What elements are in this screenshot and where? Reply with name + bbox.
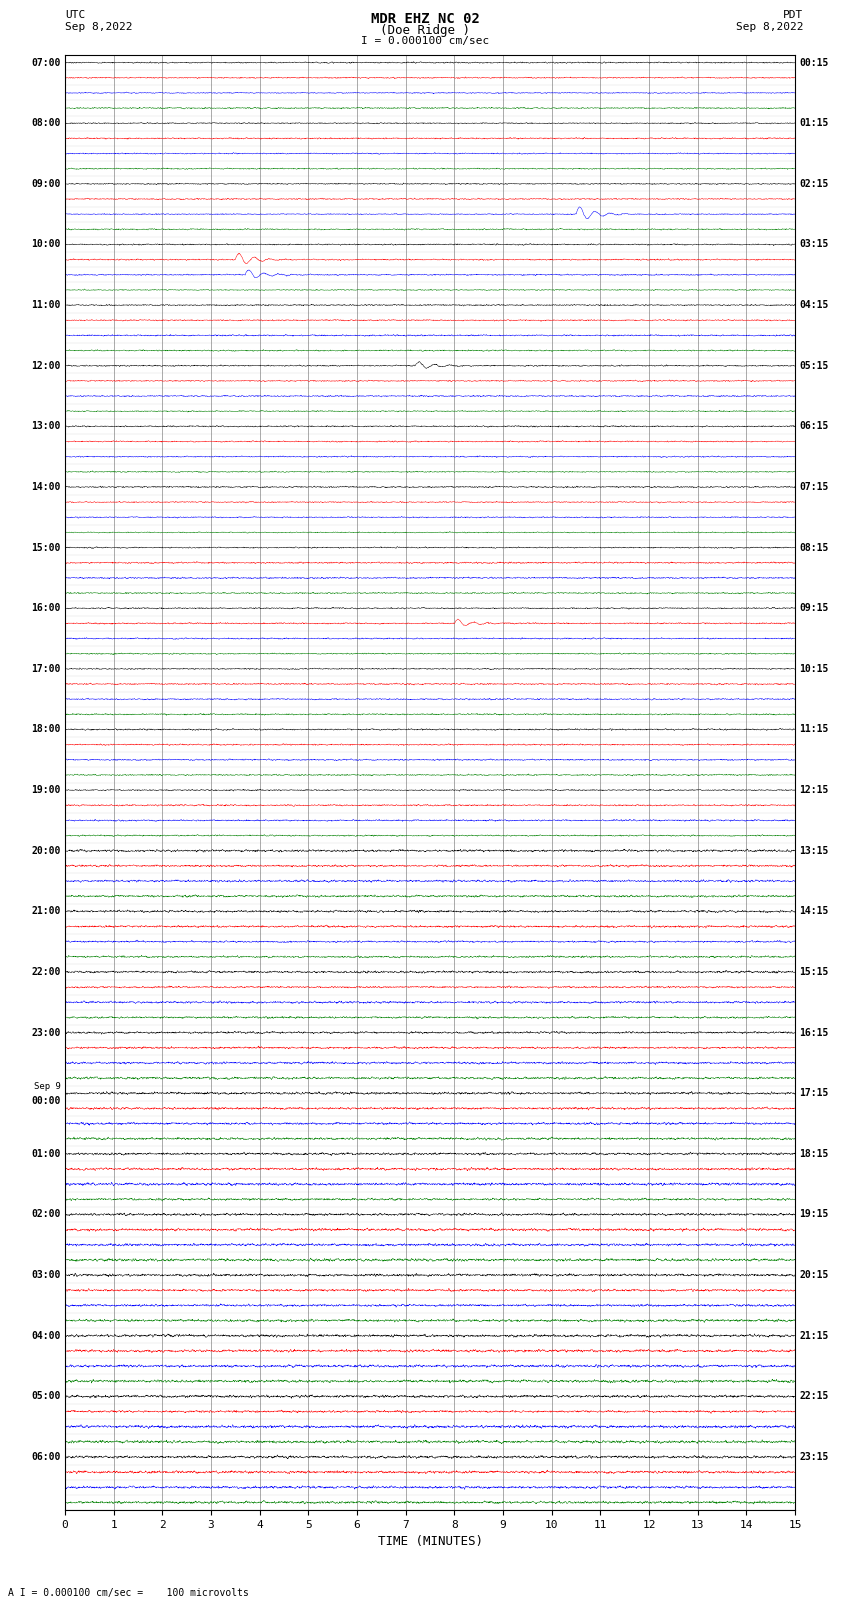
Text: 04:15: 04:15 [799,300,829,310]
Text: 10:00: 10:00 [31,239,60,250]
Text: 16:00: 16:00 [31,603,60,613]
Text: Sep 8,2022: Sep 8,2022 [65,23,133,32]
Text: 01:00: 01:00 [31,1148,60,1158]
Text: 22:15: 22:15 [799,1392,829,1402]
Text: PDT: PDT [783,10,803,19]
Text: 18:00: 18:00 [31,724,60,734]
Text: 11:15: 11:15 [799,724,829,734]
Text: 11:00: 11:00 [31,300,60,310]
Text: 08:00: 08:00 [31,118,60,127]
Text: 12:15: 12:15 [799,786,829,795]
Text: 21:00: 21:00 [31,907,60,916]
Text: 21:15: 21:15 [799,1331,829,1340]
Text: 07:15: 07:15 [799,482,829,492]
Text: 14:00: 14:00 [31,482,60,492]
Text: 06:15: 06:15 [799,421,829,431]
Text: 07:00: 07:00 [31,58,60,68]
Text: 08:15: 08:15 [799,542,829,553]
Text: 15:00: 15:00 [31,542,60,553]
Text: A I = 0.000100 cm/sec =    100 microvolts: A I = 0.000100 cm/sec = 100 microvolts [8,1589,249,1598]
Text: 13:15: 13:15 [799,845,829,857]
Text: 20:00: 20:00 [31,845,60,857]
Text: 13:00: 13:00 [31,421,60,431]
Text: 05:15: 05:15 [799,361,829,371]
Text: 16:15: 16:15 [799,1027,829,1037]
Text: UTC: UTC [65,10,85,19]
Text: 02:00: 02:00 [31,1210,60,1219]
Text: 04:00: 04:00 [31,1331,60,1340]
Text: 23:00: 23:00 [31,1027,60,1037]
Text: Sep 8,2022: Sep 8,2022 [736,23,803,32]
Text: 09:15: 09:15 [799,603,829,613]
Text: 05:00: 05:00 [31,1392,60,1402]
Text: (Doe Ridge ): (Doe Ridge ) [380,24,470,37]
Text: 10:15: 10:15 [799,665,829,674]
Text: 12:00: 12:00 [31,361,60,371]
Text: 20:15: 20:15 [799,1269,829,1281]
Text: 00:00: 00:00 [31,1095,60,1105]
Text: 19:00: 19:00 [31,786,60,795]
Text: 06:00: 06:00 [31,1452,60,1461]
Text: I = 0.000100 cm/sec: I = 0.000100 cm/sec [361,35,489,47]
Text: 03:00: 03:00 [31,1269,60,1281]
Text: 17:00: 17:00 [31,665,60,674]
Text: 22:00: 22:00 [31,966,60,977]
Text: 14:15: 14:15 [799,907,829,916]
Text: 01:15: 01:15 [799,118,829,127]
Text: 00:15: 00:15 [799,58,829,68]
Text: 23:15: 23:15 [799,1452,829,1461]
Text: 15:15: 15:15 [799,966,829,977]
Text: 19:15: 19:15 [799,1210,829,1219]
Text: MDR EHZ NC 02: MDR EHZ NC 02 [371,11,479,26]
Text: 02:15: 02:15 [799,179,829,189]
X-axis label: TIME (MINUTES): TIME (MINUTES) [377,1536,483,1548]
Text: 03:15: 03:15 [799,239,829,250]
Text: Sep 9: Sep 9 [34,1082,60,1090]
Text: 18:15: 18:15 [799,1148,829,1158]
Text: 09:00: 09:00 [31,179,60,189]
Text: 17:15: 17:15 [799,1089,829,1098]
